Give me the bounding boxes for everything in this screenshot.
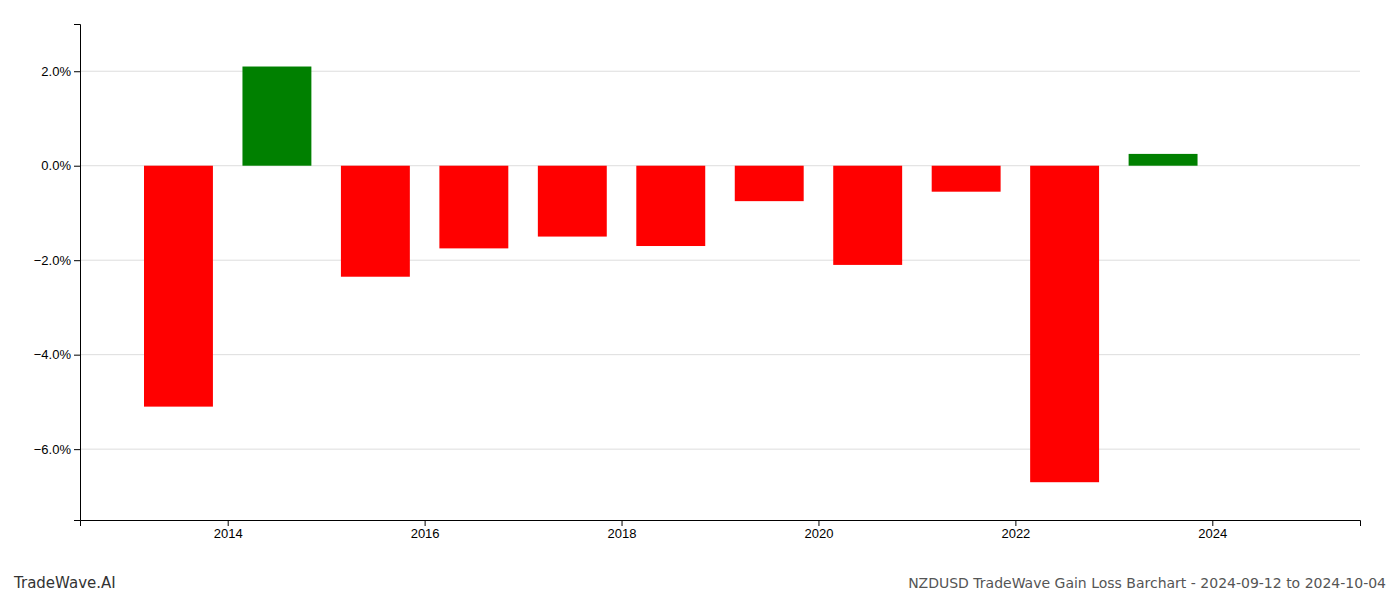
x-tick-label: 2016 [411,526,440,541]
x-tick: 2014 [214,520,243,541]
y-tick-label: −2.0% [34,253,72,268]
bar [1129,154,1198,166]
y-tick: 0.0% [41,158,80,173]
bar [735,166,804,201]
y-tick-label: −6.0% [34,442,72,457]
grid-line [80,449,1360,450]
x-tick-label: 2024 [1198,526,1227,541]
y-axis: 2.0% 0.0% −2.0% −4.0% −6.0% [34,25,81,521]
x-axis-line [81,521,1361,527]
y-tick: −6.0% [34,442,80,457]
bar [341,166,410,277]
y-tick-mark [74,260,80,261]
y-tick-mark [74,166,80,167]
title: NZDUSD TradeWave Gain Loss Barchart - 20… [908,575,1386,591]
y-tick-label: −4.0% [34,347,72,362]
y-tick-label: 0.0% [41,158,71,173]
x-tick: 2024 [1198,520,1227,541]
grid-line [80,260,1360,261]
x-tick: 2022 [1001,520,1030,541]
bar [439,166,508,249]
bar [833,166,902,265]
y-tick: 2.0% [41,64,80,79]
x-axis: 2014 2016 2018 2020 2022 2024 [81,520,1361,541]
x-tick-mark [1015,520,1016,526]
x-tick-label: 2022 [1001,526,1030,541]
bar [144,166,213,407]
y-tick-mark [74,449,80,450]
bar [636,166,705,246]
x-tick: 2016 [411,520,440,541]
x-tick-mark [228,520,229,526]
x-tick-mark [425,520,426,526]
y-tick: −2.0% [34,253,80,268]
bar [538,166,607,237]
x-tick-label: 2014 [214,526,243,541]
bar [1030,166,1099,482]
x-tick-mark [622,520,623,526]
x-tick-label: 2018 [608,526,637,541]
y-axis-line [74,25,81,521]
x-tick-mark [1212,520,1213,526]
bars [144,67,1198,483]
bar [932,166,1001,192]
y-tick-mark [74,355,80,356]
x-tick-mark [818,520,819,526]
chart: 2.0%0.0%−2.0%−4.0%−6.0%20142016201820202… [0,0,1400,600]
x-tick: 2020 [805,520,834,541]
watermark: TradeWave.AI [13,574,116,592]
plot: 2.0%0.0%−2.0%−4.0%−6.0%20142016201820202… [34,25,1361,542]
x-tick-label: 2020 [805,526,834,541]
y-tick-label: 2.0% [41,64,71,79]
y-tick-mark [74,71,80,72]
y-tick: −4.0% [34,347,80,362]
grid-line [80,354,1360,355]
x-tick: 2018 [608,520,637,541]
bar [242,67,311,166]
